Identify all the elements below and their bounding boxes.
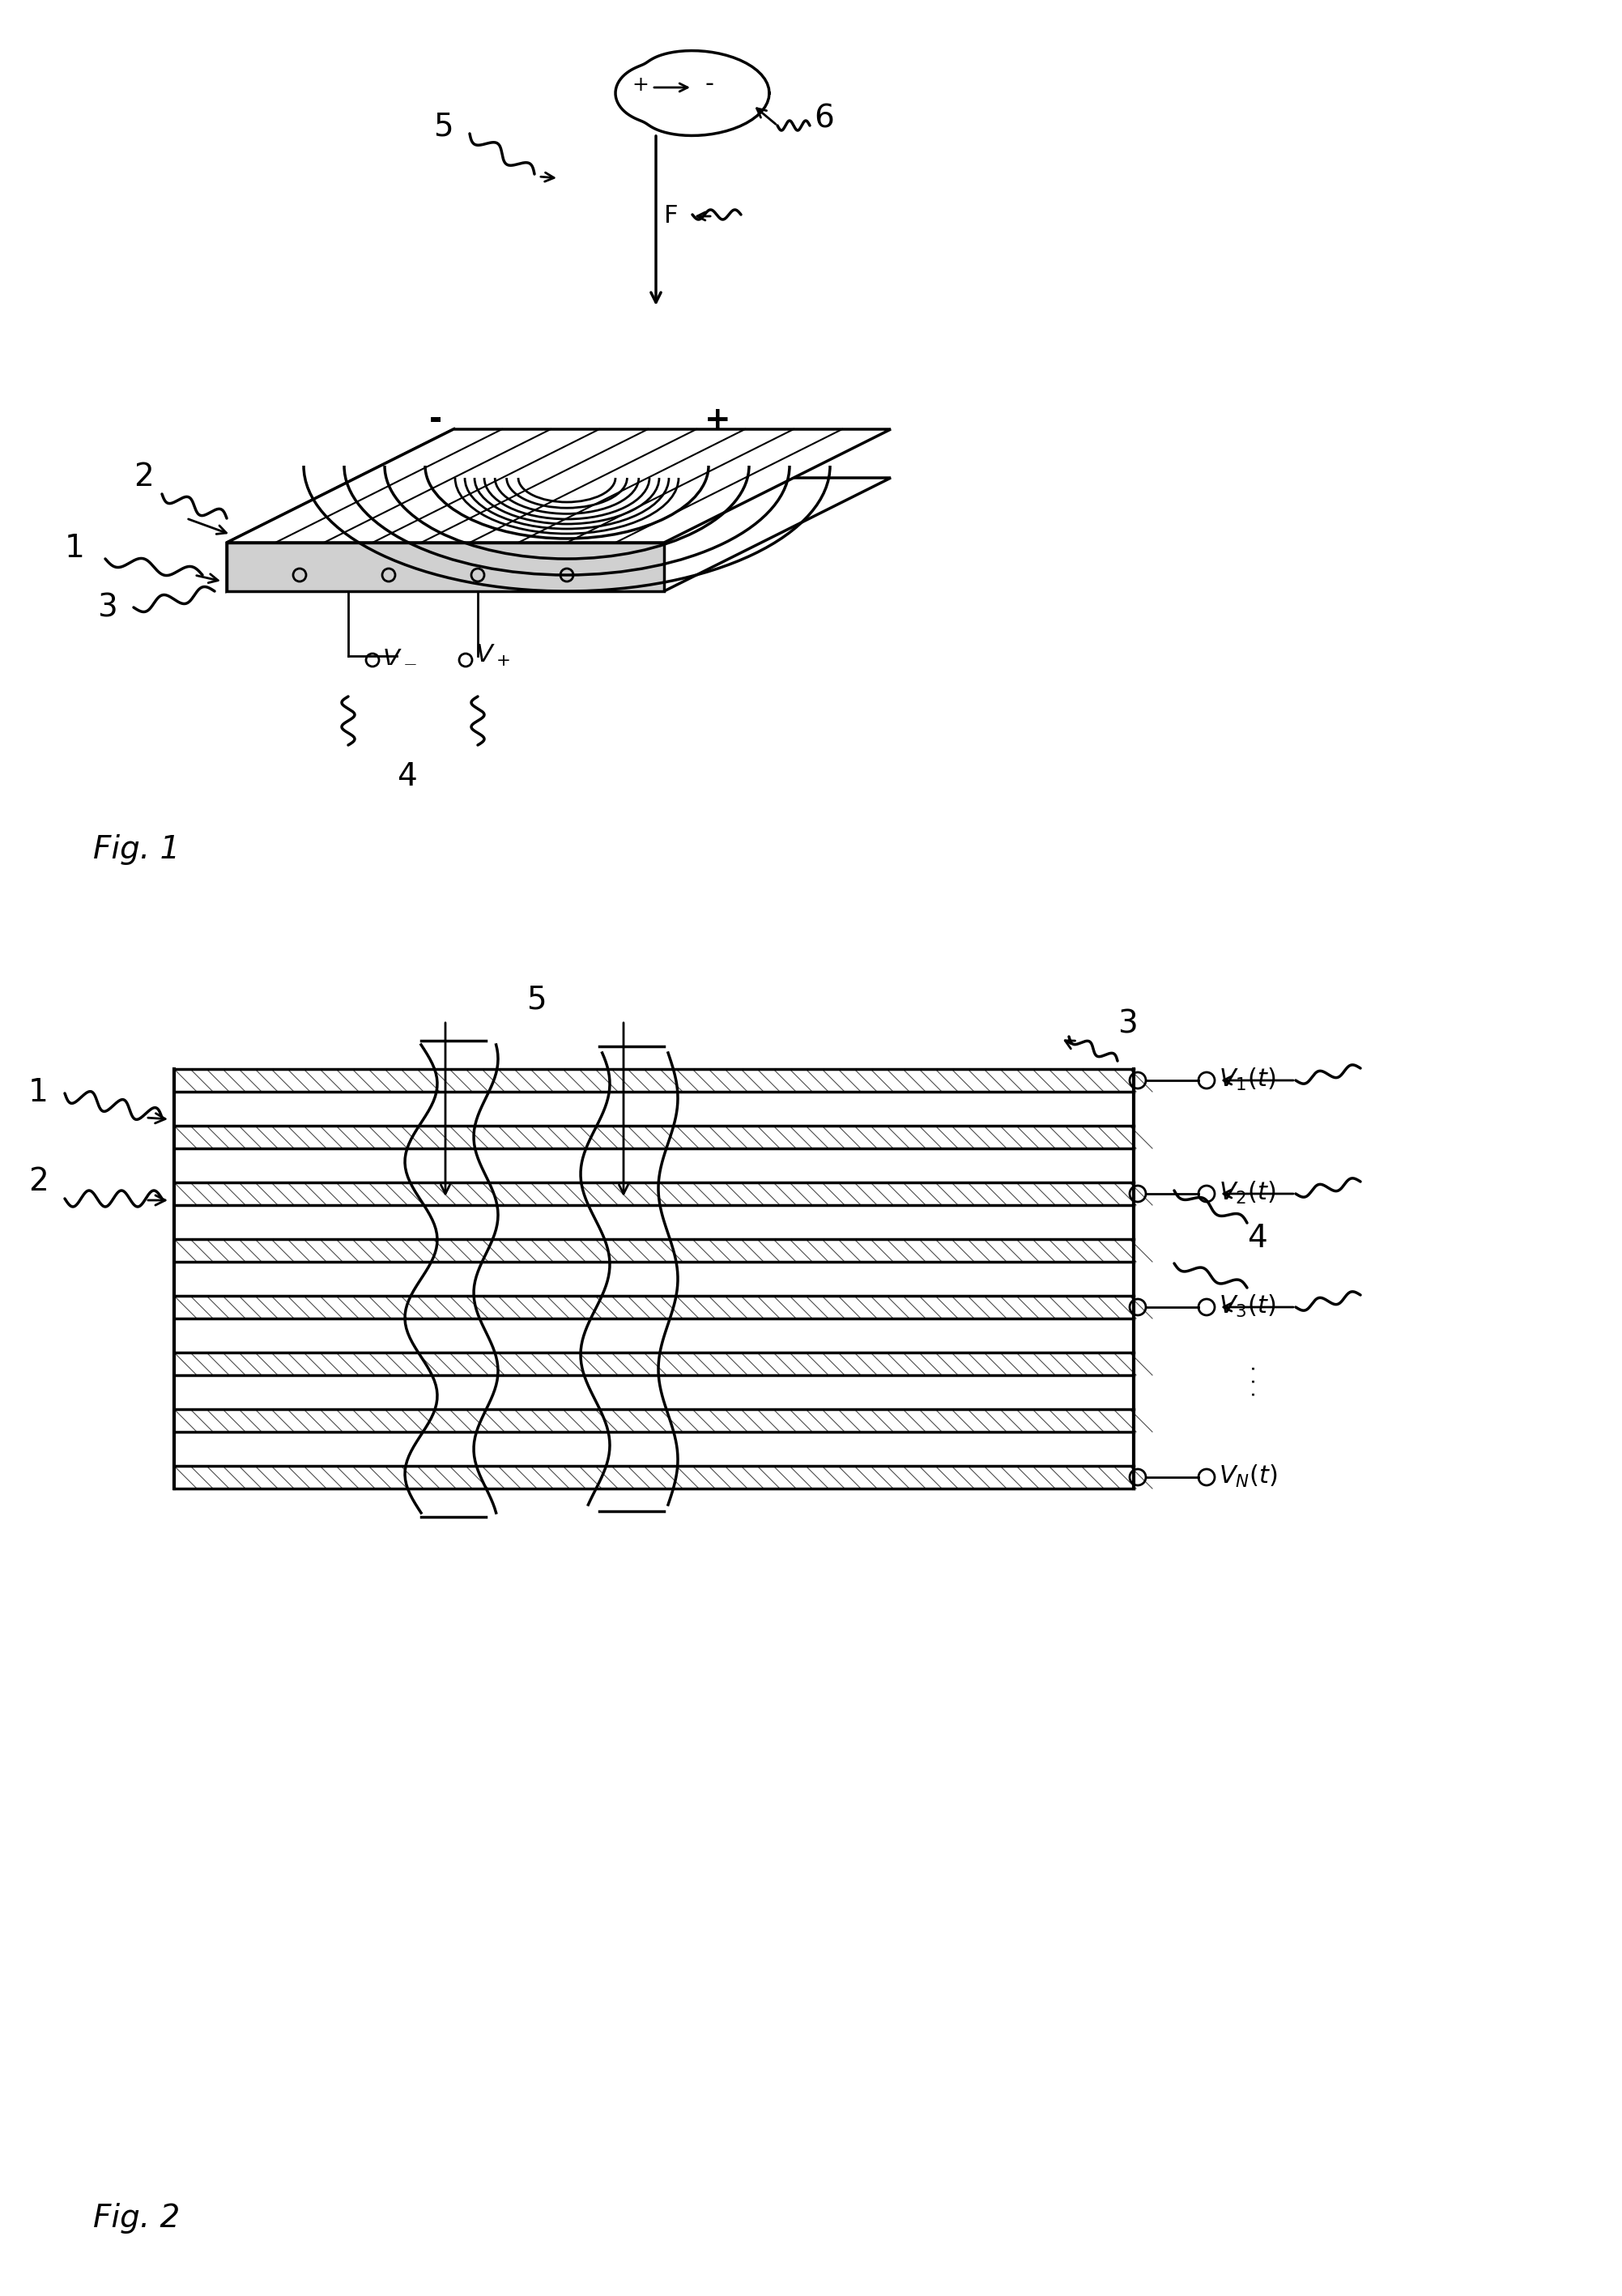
Polygon shape <box>227 429 454 590</box>
Polygon shape <box>174 1070 1134 1091</box>
Text: $V_1(t)$: $V_1(t)$ <box>1218 1068 1277 1093</box>
Polygon shape <box>174 1240 1134 1263</box>
Polygon shape <box>174 1465 1134 1488</box>
Text: 1: 1 <box>28 1077 49 1109</box>
Polygon shape <box>227 429 890 542</box>
Text: Fig. 1: Fig. 1 <box>92 833 180 866</box>
Polygon shape <box>174 1375 1134 1410</box>
Text: 3: 3 <box>97 592 117 625</box>
Text: 5: 5 <box>527 985 547 1015</box>
Polygon shape <box>174 1263 1134 1295</box>
Text: F: F <box>663 204 678 227</box>
Text: 6: 6 <box>814 103 834 135</box>
Text: 3: 3 <box>1118 1008 1137 1040</box>
Text: · · ·: · · · <box>1246 1364 1265 1396</box>
Text: +: + <box>704 404 732 436</box>
Text: $V_N(t)$: $V_N(t)$ <box>1218 1463 1278 1490</box>
Text: $V_2(t)$: $V_2(t)$ <box>1218 1180 1277 1205</box>
Text: -: - <box>704 71 714 96</box>
Text: 4: 4 <box>1247 1224 1267 1254</box>
Polygon shape <box>174 1205 1134 1240</box>
Polygon shape <box>174 1091 1134 1125</box>
Text: +: + <box>631 76 649 94</box>
Polygon shape <box>174 1433 1134 1465</box>
Text: 1: 1 <box>65 533 84 565</box>
Text: 4: 4 <box>397 762 417 792</box>
Polygon shape <box>174 1148 1134 1182</box>
Polygon shape <box>227 542 663 590</box>
Text: $V_-$: $V_-$ <box>383 643 417 668</box>
Polygon shape <box>174 1125 1134 1148</box>
Text: 2: 2 <box>133 461 154 491</box>
Polygon shape <box>174 1318 1134 1352</box>
Text: -: - <box>430 404 443 436</box>
Polygon shape <box>174 1410 1134 1433</box>
Polygon shape <box>174 1352 1134 1375</box>
Text: $V_+$: $V_+$ <box>475 643 509 668</box>
Text: 5: 5 <box>433 113 453 142</box>
Text: Fig. 2: Fig. 2 <box>92 2202 180 2234</box>
Text: 2: 2 <box>28 1166 49 1196</box>
Polygon shape <box>174 1182 1134 1205</box>
Polygon shape <box>174 1295 1134 1318</box>
Text: $V_3(t)$: $V_3(t)$ <box>1218 1293 1277 1320</box>
